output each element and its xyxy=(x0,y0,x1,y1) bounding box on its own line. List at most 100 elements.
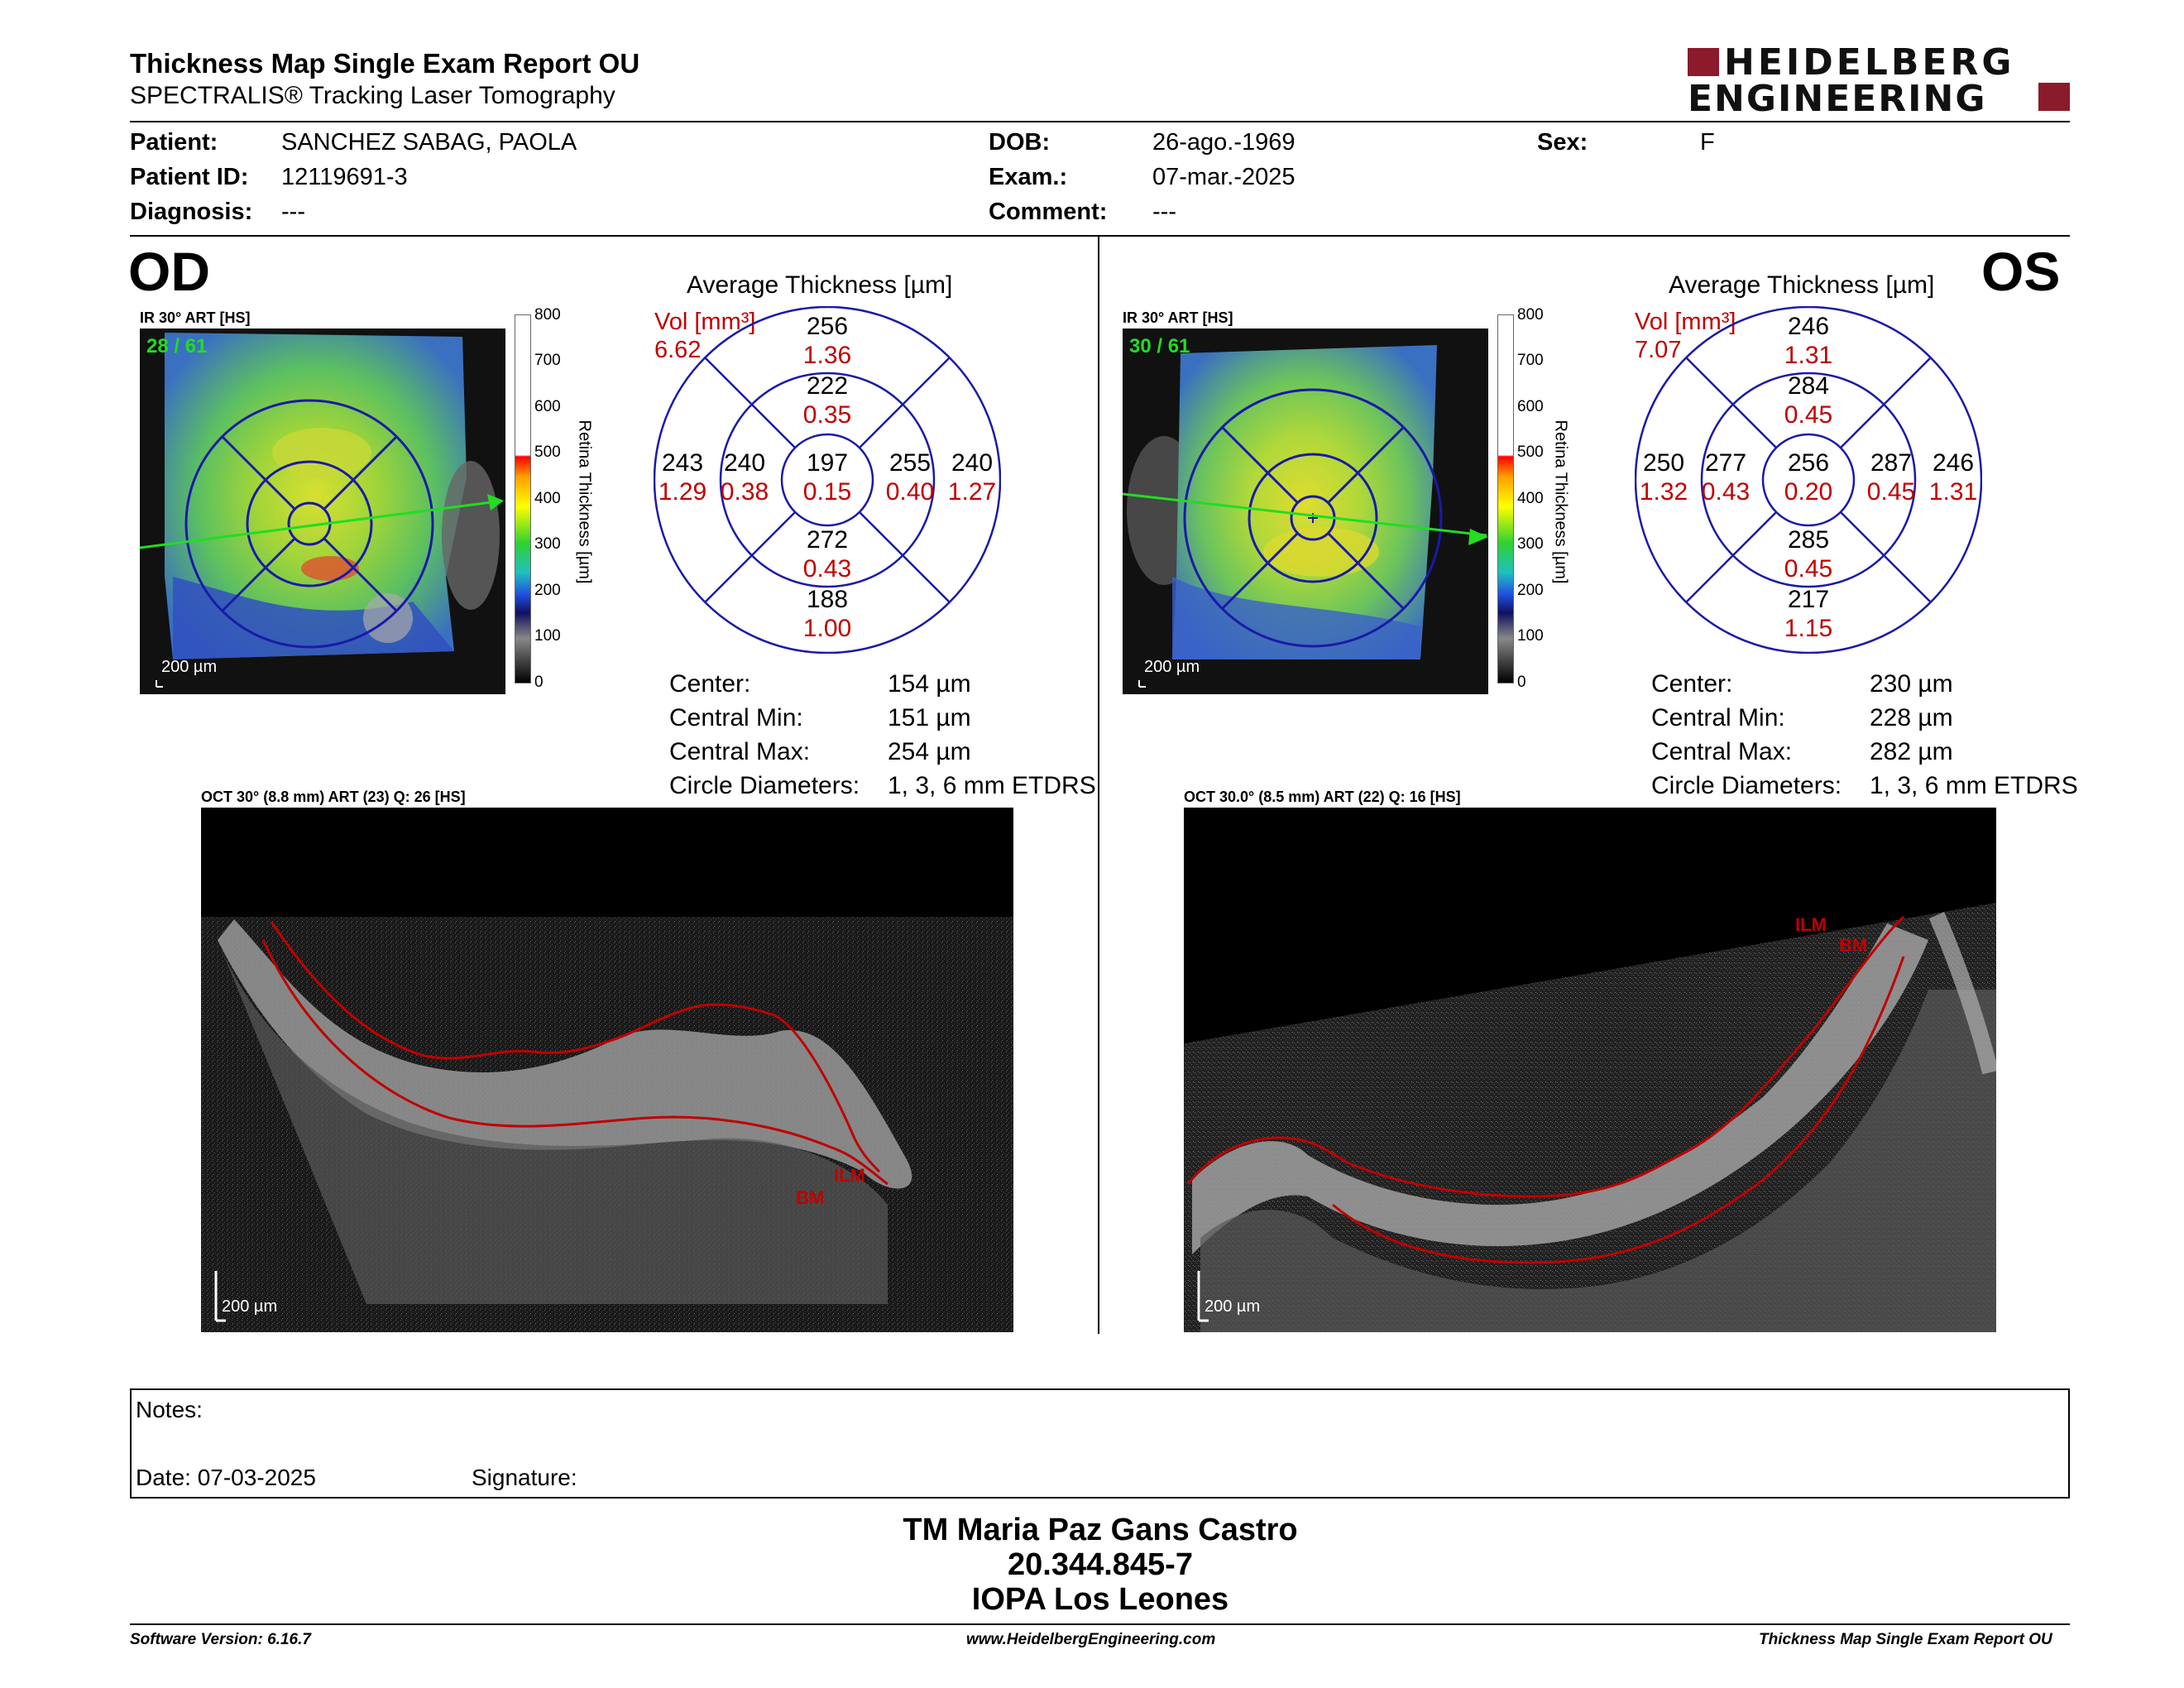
os-vol-total: 7.07 xyxy=(1635,337,1682,363)
dob-value: 26-ago.-1969 xyxy=(1152,129,1296,156)
patient-divider xyxy=(130,235,2070,237)
od-inner-bottom-volume: 0.43 xyxy=(802,555,852,583)
logo-square-top xyxy=(1688,48,1719,76)
os-frame-counter: 30 / 61 xyxy=(1129,335,1190,357)
od-inner-bottom-thickness: 272 xyxy=(806,526,849,554)
colorbar-tick: 100 xyxy=(1517,627,1544,645)
software-version: Software Version: 6.16.7 xyxy=(130,1631,311,1648)
os-oct-ilm-label: ILM xyxy=(1795,914,1827,935)
od-fundus-map xyxy=(140,328,505,694)
os-center-volume: 0.20 xyxy=(1784,478,1833,506)
od-avg-thickness-title: Average Thickness [µm] xyxy=(687,271,953,299)
logo-text-bottom: ENGINEERING xyxy=(1688,78,1987,120)
colorbar-tick: 400 xyxy=(1517,490,1544,507)
os-inner-top-thickness: 284 xyxy=(1787,372,1830,400)
od-inner-left-volume: 0.38 xyxy=(720,478,769,506)
os-central-max-label: Central Max: xyxy=(1651,738,1793,765)
footer-report-name: Thickness Map Single Exam Report OU xyxy=(1759,1631,2052,1648)
od-central-min-label: Central Min: xyxy=(669,704,803,731)
od-inner-right-volume: 0.40 xyxy=(885,478,935,506)
od-central-max-value: 254 µm xyxy=(888,738,971,765)
od-colorbar-ticks: 800 700 600 500 400 300 200 100 0 xyxy=(534,306,568,695)
colorbar-tick: 800 xyxy=(1517,306,1544,324)
os-inner-right-volume: 0.45 xyxy=(1866,478,1916,506)
colorbar-tick: 100 xyxy=(534,627,561,645)
os-sector-values: 246 1.31 284 0.45 250 1.32 277 0.43 256 … xyxy=(1635,306,1982,654)
notes-signature: Signature: xyxy=(472,1465,577,1490)
od-ir-scale: 200 µm xyxy=(161,658,218,676)
sex-value: F xyxy=(1700,129,1715,156)
os-circle-diam-label: Circle Diameters: xyxy=(1651,772,1842,799)
colorbar-tick: 800 xyxy=(534,306,561,324)
patient-id-value: 12119691-3 xyxy=(281,164,408,190)
colorbar-tick: 0 xyxy=(1517,674,1526,691)
od-vol-total: 6.62 xyxy=(654,337,702,363)
od-outer-right-thickness: 240 xyxy=(951,449,994,477)
logo-square-bottom xyxy=(2038,83,2070,111)
od-inner-right-thickness: 255 xyxy=(888,449,932,477)
os-inner-bottom-volume: 0.45 xyxy=(1784,555,1833,583)
os-outer-bottom-thickness: 217 xyxy=(1787,586,1830,613)
os-outer-left-volume: 1.32 xyxy=(1639,478,1688,506)
header-divider xyxy=(130,121,2070,122)
logo-text-top: HEIDELBERG xyxy=(1724,41,2015,84)
os-outer-left-thickness: 250 xyxy=(1642,449,1685,477)
od-outer-right-volume: 1.27 xyxy=(947,478,997,506)
notes-date: Date: 07-03-2025 xyxy=(136,1465,316,1490)
od-oct-bscan xyxy=(201,808,1013,1332)
patient-id-label: Patient ID: xyxy=(130,164,249,190)
od-central-max-label: Central Max: xyxy=(669,738,811,765)
colorbar-tick: 600 xyxy=(1517,398,1544,415)
os-oct-scale: 200 µm xyxy=(1205,1297,1261,1316)
os-inner-left-volume: 0.43 xyxy=(1701,478,1751,506)
colorbar-tick: 500 xyxy=(1517,444,1544,461)
od-oct-caption: OCT 30° (8.8 mm) ART (23) Q: 26 [HS] xyxy=(201,789,466,805)
report-title: Thickness Map Single Exam Report OU xyxy=(130,48,640,79)
od-etdrs-grid xyxy=(654,306,1001,654)
os-colorbar-label: Retina Thickness [µm] xyxy=(1551,420,1570,584)
website: www.HeidelbergEngineering.com xyxy=(966,1631,1216,1648)
os-oct-bm-label: BM xyxy=(1839,935,1868,956)
heidelberg-logo: HEIDELBERG ENGINEERING xyxy=(1688,41,2070,120)
colorbar-tick: 300 xyxy=(534,535,561,553)
od-oct-bm-label: BM xyxy=(796,1187,825,1208)
center-divider xyxy=(1098,237,1099,1334)
os-central-min-label: Central Min: xyxy=(1651,704,1785,731)
dob-label: DOB: xyxy=(989,129,1051,156)
od-ir-caption: IR 30° ART [HS] xyxy=(140,309,251,326)
signer-name: TM Maria Paz Gans Castro xyxy=(903,1513,1298,1547)
os-outer-top-volume: 1.31 xyxy=(1784,342,1833,369)
os-center-label: Center: xyxy=(1651,670,1733,698)
patient-value: SANCHEZ SABAG, PAOLA xyxy=(281,129,577,156)
os-center-thickness: 256 xyxy=(1787,449,1830,477)
colorbar-tick: 300 xyxy=(1517,535,1544,553)
od-outer-bottom-thickness: 188 xyxy=(806,586,849,613)
os-label: OS xyxy=(1981,241,2061,302)
os-outer-bottom-volume: 1.15 xyxy=(1784,615,1833,642)
os-colorbar-ticks: 800 700 600 500 400 300 200 100 0 xyxy=(1517,306,1550,695)
os-inner-right-thickness: 287 xyxy=(1870,449,1913,477)
notes-box xyxy=(130,1388,2070,1499)
os-outer-top-thickness: 246 xyxy=(1787,313,1830,340)
od-circle-diam-label: Circle Diameters: xyxy=(669,772,860,799)
od-outer-top-thickness: 256 xyxy=(806,313,849,340)
od-center-label: Center: xyxy=(669,670,751,698)
report-subtitle: SPECTRALIS® Tracking Laser Tomography xyxy=(130,82,615,109)
os-oct-bscan xyxy=(1184,808,1996,1332)
od-circle-diam-value: 1, 3, 6 mm ETDRS xyxy=(888,772,1096,799)
od-center-thickness: 197 xyxy=(806,449,849,477)
colorbar-tick: 600 xyxy=(534,398,561,415)
od-center-value: 154 µm xyxy=(888,670,971,698)
od-outer-bottom-volume: 1.00 xyxy=(802,615,852,642)
footer-divider xyxy=(130,1623,2070,1625)
colorbar-tick: 200 xyxy=(1517,582,1544,599)
os-outer-right-thickness: 246 xyxy=(1932,449,1975,477)
os-oct-caption: OCT 30.0° (8.5 mm) ART (22) Q: 16 [HS] xyxy=(1184,789,1461,805)
os-inner-top-volume: 0.45 xyxy=(1784,401,1833,429)
od-inner-top-thickness: 222 xyxy=(806,372,849,400)
os-central-min-value: 228 µm xyxy=(1870,704,1953,731)
diagnosis-value: --- xyxy=(281,199,305,225)
notes-label: Notes: xyxy=(136,1397,203,1422)
os-etdrs-grid xyxy=(1635,306,1982,654)
colorbar-tick: 200 xyxy=(534,582,561,599)
